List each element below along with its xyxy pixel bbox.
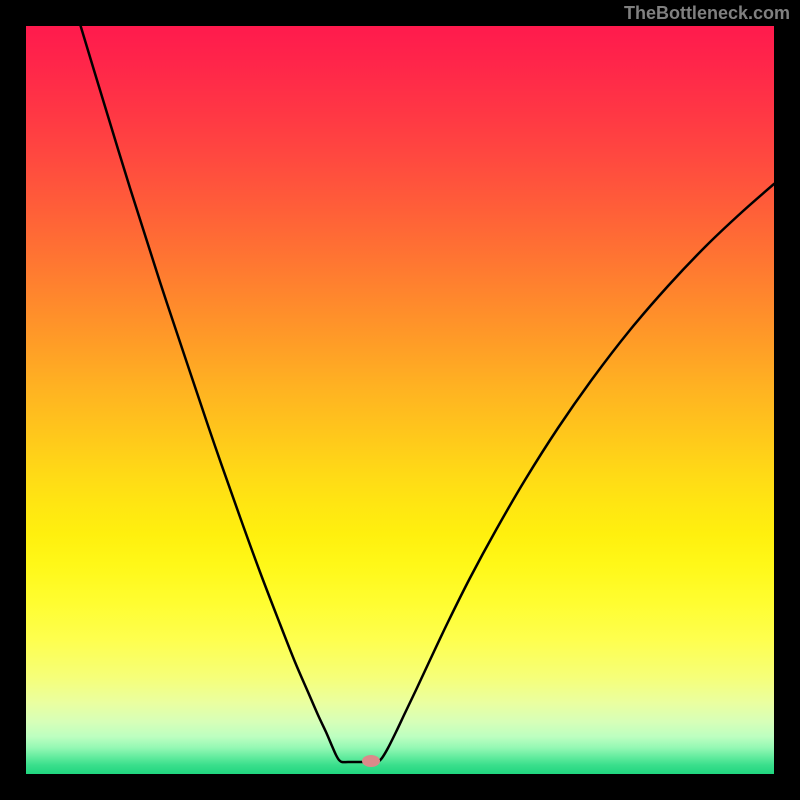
optimal-point-marker [362, 755, 380, 767]
watermark-text: TheBottleneck.com [624, 3, 790, 23]
chart-svg: TheBottleneck.com [0, 0, 800, 800]
plot-gradient-background [26, 26, 774, 774]
bottleneck-chart: TheBottleneck.com [0, 0, 800, 800]
